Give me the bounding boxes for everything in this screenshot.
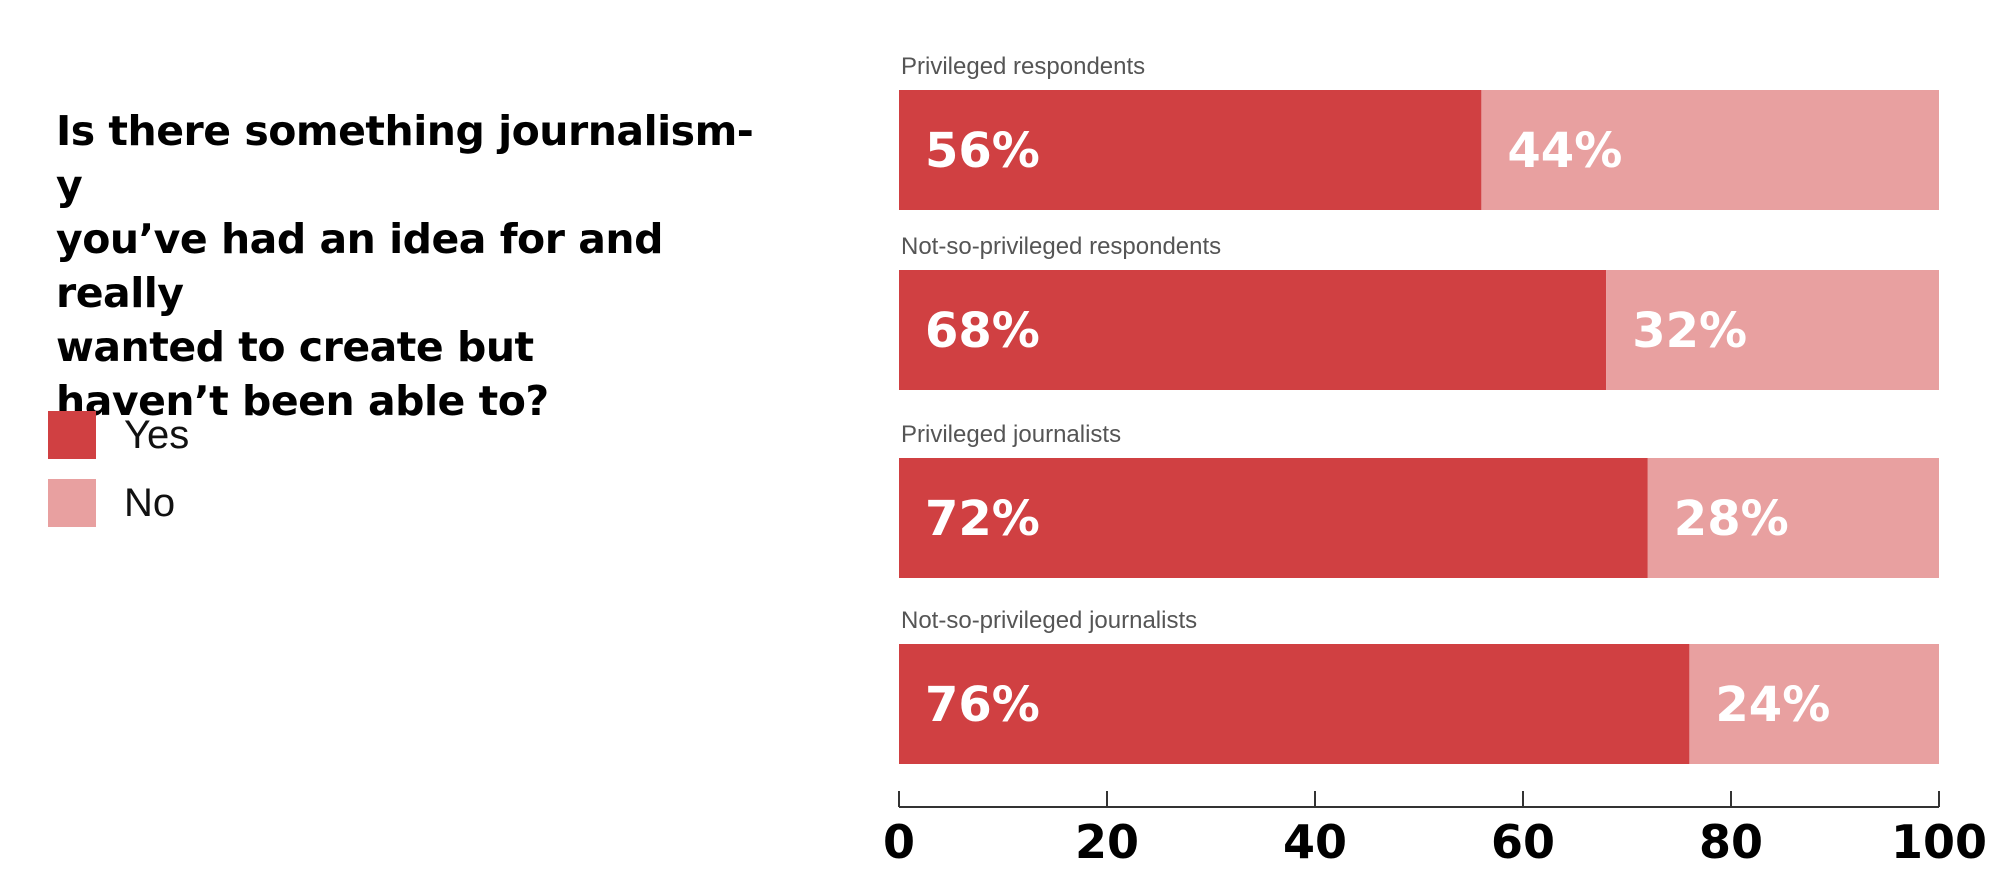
value-label-yes-1: 56% [925, 123, 1040, 179]
value-label-yes-2: 68% [925, 303, 1040, 359]
chart-title: Is there something journalism-y you’ve h… [56, 107, 754, 425]
legend: Yes No [48, 410, 189, 546]
legend-label-no: No [124, 480, 176, 525]
value-label-no-4: 24% [1715, 677, 1830, 733]
x-tick-label: 80 [1699, 815, 1763, 869]
value-label-yes-4: 76% [925, 677, 1040, 733]
x-tick-label: 0 [883, 815, 915, 869]
x-tick-label: 60 [1491, 815, 1555, 869]
x-tick-label: 100 [1891, 815, 1987, 869]
category-label: Privileged respondents [901, 53, 1145, 80]
category-label: Not-so-privileged journalists [901, 607, 1197, 634]
x-tick-label: 20 [1075, 815, 1139, 869]
legend-swatch-yes [48, 411, 96, 459]
legend-item-yes: Yes [48, 410, 189, 460]
category-label: Not-so-privileged respondents [901, 233, 1221, 260]
bar-yes-1 [899, 90, 1482, 210]
value-label-no-1: 44% [1507, 123, 1622, 179]
x-tick-label: 40 [1283, 815, 1347, 869]
bar-no-1 [1481, 90, 1939, 210]
bar-no-2 [1606, 270, 1939, 390]
value-label-yes-3: 72% [925, 491, 1040, 547]
bar-yes-3 [899, 458, 1648, 578]
bar-yes-2 [899, 270, 1607, 390]
bar-no-4 [1689, 644, 1939, 764]
category-label: Privileged journalists [901, 421, 1121, 448]
legend-swatch-no [48, 479, 96, 527]
bar-no-3 [1647, 458, 1939, 578]
value-label-no-3: 28% [1674, 491, 1789, 547]
value-label-no-2: 32% [1632, 303, 1747, 359]
bar-yes-4 [899, 644, 1690, 764]
legend-label-yes: Yes [124, 412, 190, 457]
legend-item-no: No [48, 478, 189, 528]
